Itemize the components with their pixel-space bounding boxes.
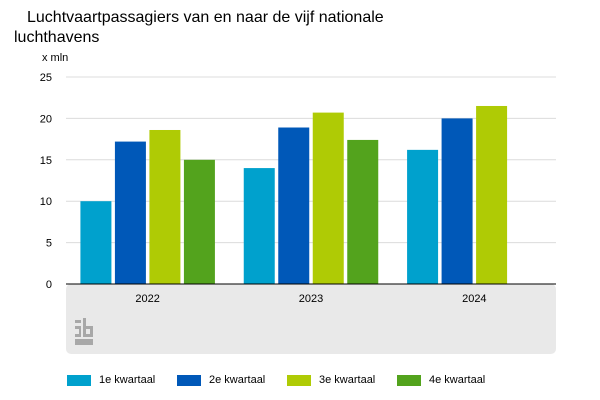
bar-2022-1e-kwartaal [80, 201, 112, 284]
legend-swatch [67, 374, 91, 386]
x-tick-label: 2023 [299, 293, 323, 305]
bar-2023-4e-kwartaal [347, 139, 379, 284]
y-axis-unit-label: x mln [42, 52, 68, 64]
y-tick-label: 15 [40, 155, 52, 167]
bar-2023-2e-kwartaal [278, 127, 310, 285]
x-tick-label: 2022 [135, 293, 159, 305]
legend-label: 4e kwartaal [429, 374, 486, 386]
bar-2023-3e-kwartaal [312, 112, 344, 284]
bar-2022-4e-kwartaal [183, 159, 215, 284]
chart-title: Luchtvaartpassagiers van en naar de vijf… [14, 8, 434, 48]
legend-item: 3e kwartaal [287, 374, 397, 386]
legend-swatch [397, 374, 421, 386]
legend-swatch [287, 374, 311, 386]
bar-2023-1e-kwartaal [243, 168, 275, 284]
bar-2024-3e-kwartaal [476, 105, 508, 284]
bar-2024-2e-kwartaal [441, 118, 473, 285]
x-tick-label: 2024 [462, 293, 486, 305]
y-tick-label: 20 [40, 113, 52, 125]
bar-2024-1e-kwartaal [407, 149, 439, 284]
cbs-logo [75, 318, 93, 345]
x-tick-labels: 2022 2023 2024 [135, 293, 486, 305]
chart-title-line-2: luchthavens [14, 29, 100, 46]
legend-label: 1e kwartaal [99, 374, 156, 386]
legend-label: 3e kwartaal [319, 374, 376, 386]
y-tick-label: 5 [46, 238, 52, 250]
legend-label: 2e kwartaal [209, 374, 266, 386]
y-tick-label: 25 [40, 72, 52, 84]
legend-swatch [177, 374, 201, 386]
grid-lines [66, 76, 556, 244]
y-tick-label: 0 [46, 279, 52, 291]
bars [80, 105, 508, 285]
chart-title-line-1: Luchtvaartpassagiers van en naar de vijf… [27, 9, 384, 26]
legend: 1e kwartaal 2e kwartaal 3e kwartaal 4e kwar… [67, 374, 507, 386]
y-tick-label: 10 [40, 196, 52, 208]
y-tick-labels: 0 5 10 15 20 25 [40, 72, 52, 291]
x-axis-band [66, 284, 556, 354]
bar-2022-2e-kwartaal [114, 141, 146, 284]
bar-2022-3e-kwartaal [149, 129, 181, 284]
legend-item: 1e kwartaal [67, 374, 177, 386]
legend-item: 4e kwartaal [397, 374, 507, 386]
legend-item: 2e kwartaal [177, 374, 287, 386]
